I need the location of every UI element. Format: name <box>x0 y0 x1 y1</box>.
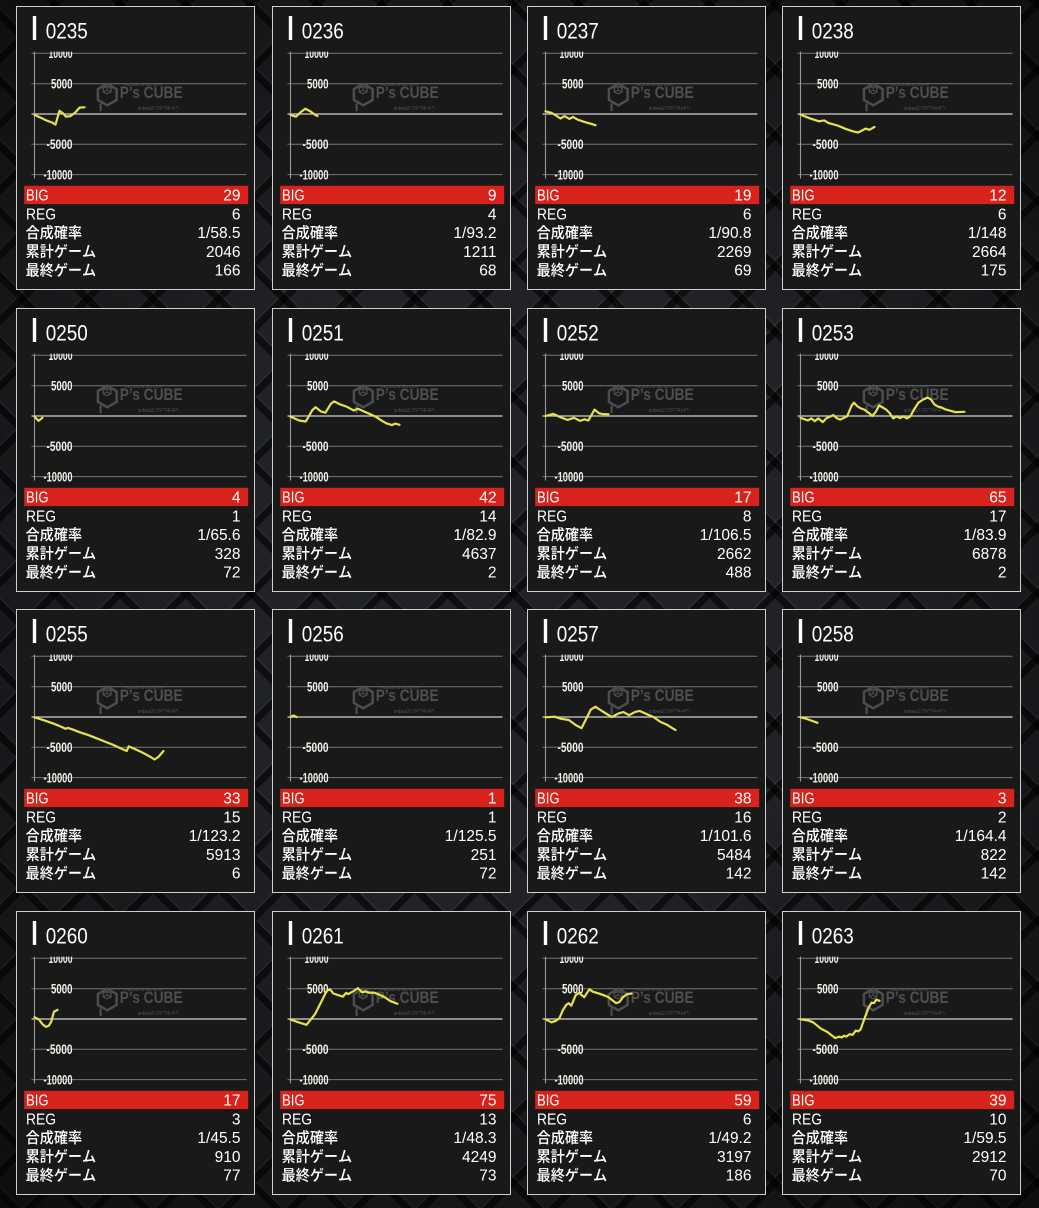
svg-text:822: 822 <box>981 847 1007 864</box>
svg-text:1/45.5: 1/45.5 <box>197 1130 240 1147</box>
svg-text:6: 6 <box>743 206 752 223</box>
svg-text:1/58.5: 1/58.5 <box>197 225 240 242</box>
svg-text:1211: 1211 <box>463 244 496 261</box>
svg-text:0256: 0256 <box>302 622 344 647</box>
svg-text:0253: 0253 <box>812 321 854 346</box>
svg-text:6: 6 <box>743 1111 752 1128</box>
svg-text:328: 328 <box>215 546 241 563</box>
svg-text:5484: 5484 <box>717 847 752 864</box>
svg-text:6: 6 <box>232 206 241 223</box>
svg-text:1/123.2: 1/123.2 <box>189 828 241 845</box>
svg-text:0236: 0236 <box>302 19 344 44</box>
svg-text:0251: 0251 <box>302 321 344 346</box>
svg-text:75: 75 <box>479 1092 496 1109</box>
svg-text:17: 17 <box>734 489 751 506</box>
svg-text:0261: 0261 <box>302 924 344 949</box>
svg-text:72: 72 <box>223 565 240 582</box>
svg-text:4249: 4249 <box>462 1149 496 1166</box>
svg-text:17: 17 <box>989 508 1006 525</box>
svg-text:10: 10 <box>989 1111 1007 1128</box>
svg-text:8: 8 <box>743 508 752 525</box>
svg-text:19: 19 <box>734 187 751 204</box>
svg-text:1/59.5: 1/59.5 <box>963 1130 1006 1147</box>
svg-text:142: 142 <box>726 866 752 883</box>
svg-text:1/148: 1/148 <box>968 225 1007 242</box>
svg-text:65: 65 <box>989 489 1006 506</box>
svg-text:2912: 2912 <box>972 1149 1006 1166</box>
svg-text:38: 38 <box>734 790 751 807</box>
svg-text:2: 2 <box>998 809 1007 826</box>
svg-text:69: 69 <box>734 263 751 280</box>
svg-text:1/101.6: 1/101.6 <box>700 828 752 845</box>
svg-text:0252: 0252 <box>557 321 599 346</box>
svg-text:166: 166 <box>215 263 241 280</box>
svg-text:77: 77 <box>223 1168 240 1185</box>
svg-text:1: 1 <box>488 790 497 807</box>
svg-text:3: 3 <box>232 1111 241 1128</box>
svg-text:1/82.9: 1/82.9 <box>453 527 496 544</box>
svg-text:42: 42 <box>479 489 496 506</box>
svg-text:142: 142 <box>981 866 1007 883</box>
svg-text:2: 2 <box>488 565 497 582</box>
svg-text:175: 175 <box>981 263 1007 280</box>
svg-text:33: 33 <box>223 790 240 807</box>
svg-text:73: 73 <box>479 1168 496 1185</box>
svg-text:1/83.9: 1/83.9 <box>963 527 1006 544</box>
svg-text:0237: 0237 <box>557 19 599 44</box>
svg-text:16: 16 <box>734 809 751 826</box>
svg-text:14: 14 <box>479 508 497 525</box>
svg-text:15: 15 <box>223 809 240 826</box>
svg-text:1/49.2: 1/49.2 <box>708 1130 751 1147</box>
svg-text:39: 39 <box>989 1092 1006 1109</box>
svg-text:0258: 0258 <box>812 622 854 647</box>
svg-text:3197: 3197 <box>717 1149 751 1166</box>
svg-text:0263: 0263 <box>812 924 854 949</box>
svg-text:1/164.4: 1/164.4 <box>955 828 1007 845</box>
svg-text:68: 68 <box>479 263 496 280</box>
svg-text:0255: 0255 <box>46 622 88 647</box>
svg-text:910: 910 <box>215 1149 241 1166</box>
svg-text:29: 29 <box>223 187 240 204</box>
svg-text:4637: 4637 <box>462 546 496 563</box>
svg-text:59: 59 <box>734 1092 751 1109</box>
svg-text:1/90.8: 1/90.8 <box>708 225 751 242</box>
svg-text:0262: 0262 <box>557 924 599 949</box>
svg-text:2: 2 <box>998 565 1007 582</box>
svg-text:2662: 2662 <box>717 546 751 563</box>
svg-text:1/65.6: 1/65.6 <box>197 527 240 544</box>
svg-text:72: 72 <box>479 866 496 883</box>
svg-text:186: 186 <box>726 1168 752 1185</box>
svg-text:5913: 5913 <box>206 847 240 864</box>
svg-text:2046: 2046 <box>206 244 240 261</box>
svg-text:1/125.5: 1/125.5 <box>445 828 497 845</box>
svg-text:2664: 2664 <box>972 244 1007 261</box>
svg-text:1: 1 <box>488 809 497 826</box>
svg-text:1/93.2: 1/93.2 <box>453 225 496 242</box>
svg-text:488: 488 <box>726 565 752 582</box>
svg-text:6: 6 <box>998 206 1007 223</box>
svg-text:6878: 6878 <box>972 546 1006 563</box>
svg-text:12: 12 <box>989 187 1006 204</box>
svg-text:0260: 0260 <box>46 924 88 949</box>
svg-text:4: 4 <box>232 489 241 506</box>
svg-text:6: 6 <box>232 866 241 883</box>
svg-text:0238: 0238 <box>812 19 854 44</box>
svg-text:2269: 2269 <box>717 244 751 261</box>
svg-text:17: 17 <box>223 1092 240 1109</box>
svg-text:0257: 0257 <box>557 622 599 647</box>
svg-text:3: 3 <box>998 790 1007 807</box>
svg-text:13: 13 <box>479 1111 496 1128</box>
svg-text:0250: 0250 <box>46 321 88 346</box>
svg-text:0235: 0235 <box>46 19 88 44</box>
svg-text:4: 4 <box>488 206 497 223</box>
svg-text:70: 70 <box>989 1168 1007 1185</box>
svg-text:9: 9 <box>488 187 497 204</box>
svg-text:1: 1 <box>232 508 241 525</box>
svg-text:251: 251 <box>471 847 497 864</box>
svg-text:1/48.3: 1/48.3 <box>453 1130 496 1147</box>
svg-text:1/106.5: 1/106.5 <box>700 527 752 544</box>
